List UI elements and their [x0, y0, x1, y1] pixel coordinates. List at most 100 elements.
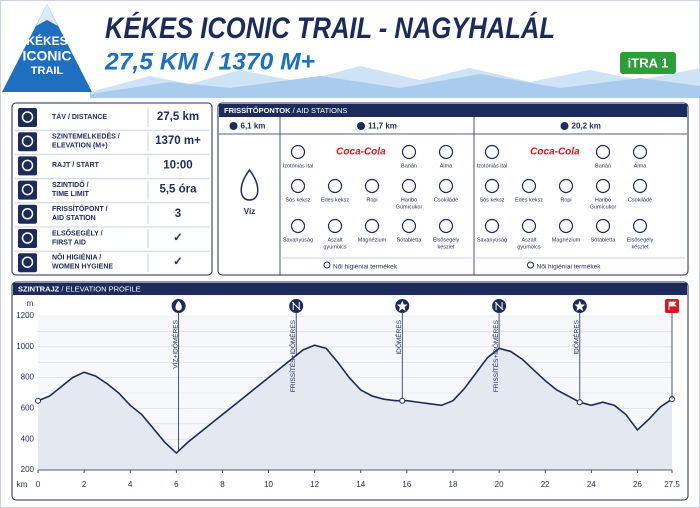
logo-item: Coca-Cola: [530, 147, 580, 158]
info-label: SZINTEMELKEDÉS /: [52, 132, 120, 141]
item-icon: [401, 144, 417, 160]
item-icon: [484, 178, 500, 194]
logo-text: ICONIC: [23, 48, 72, 64]
logo-item: Coca-Cola: [336, 147, 386, 158]
info-value: 5,5 óra: [159, 184, 197, 196]
flag-glyph: [668, 301, 677, 310]
item-label: Savanyúság: [283, 237, 313, 243]
info-label: FRISSÍTŐPONT /: [52, 204, 108, 213]
station-km: 20,2 km: [572, 122, 601, 131]
info-label: WOMEN HYGIENE: [52, 264, 113, 271]
item-label: Ropi: [560, 197, 571, 203]
item-icon: [438, 178, 454, 194]
item-label: Alma: [440, 163, 453, 169]
item-label: Magnézium: [552, 237, 581, 243]
item-icon: [484, 144, 500, 160]
info-icon: [18, 108, 37, 127]
item-icon: [401, 178, 417, 194]
info-icon-glyph: [21, 183, 34, 196]
info-label: TIME LIMIT: [52, 191, 90, 198]
x-tick-label: 6: [174, 480, 179, 489]
item-label: Víz: [244, 207, 256, 216]
item-label: készlet: [631, 244, 649, 250]
item-icon: [632, 144, 648, 160]
x-tick-label: 10: [264, 480, 273, 489]
item-label: Csokiládé: [434, 197, 458, 203]
marker-glyph: [175, 300, 182, 311]
checkpoint-dot: [399, 397, 406, 404]
footer-text: Női higiéniai termékek: [333, 264, 398, 271]
pin-icon: [229, 122, 238, 130]
x-tick-label: 8: [220, 480, 225, 489]
station-km: 6,1 km: [241, 122, 266, 131]
item-icon: [632, 178, 648, 194]
item-label: Banán: [595, 163, 611, 169]
marker-label: FRISSÍTÉS+IDŐMÉRES: [491, 319, 500, 392]
info-panel: [11, 102, 213, 276]
y-tick-label: 400: [21, 434, 35, 443]
info-icon-glyph: [21, 232, 34, 244]
y-tick-label: 800: [21, 373, 35, 382]
mountain-band: [90, 74, 700, 98]
pin-icon: [357, 122, 365, 130]
logo-peak: [36, 4, 58, 26]
item-icon: [595, 144, 611, 160]
item-label: Elsősegély: [433, 237, 460, 243]
x-tick-label: 18: [449, 480, 458, 489]
info-label: TÁV / DISTANCE: [52, 112, 107, 121]
info-label: FIRST AID: [52, 239, 86, 246]
profile-line: [37, 344, 673, 455]
info-value: ✓: [173, 232, 183, 244]
item-icon: [364, 218, 380, 234]
info-icon: [18, 253, 37, 273]
y-axis-label: m: [27, 299, 34, 308]
subtitle: 27,5 KM / 1370 M+: [104, 48, 315, 75]
item-label: Alma: [634, 163, 647, 169]
info-label: SZINTIDŐ /: [52, 180, 89, 189]
item-label: Aszalt: [328, 237, 343, 243]
item-icon: [521, 178, 537, 194]
item-icon: [290, 144, 306, 160]
x-axis-label: km: [17, 480, 28, 489]
pin-icon: [560, 122, 569, 130]
item-label: Elsősegély: [627, 237, 654, 243]
info-icon: [18, 204, 37, 224]
info-icon-glyph: [21, 159, 34, 172]
checkpoint-dot: [576, 399, 583, 406]
info-icon-glyph: [21, 208, 34, 220]
item-label: gyümölcs: [517, 244, 540, 250]
item-icon: [401, 218, 417, 234]
info-value: 27,5 km: [157, 111, 199, 123]
item-label: Magnézium: [358, 237, 387, 243]
x-tick-label: 20: [495, 480, 504, 489]
station-km: 11,7 km: [368, 122, 397, 131]
x-tick-label: 4: [128, 480, 133, 489]
profile-header-text: SZINTRAJZ / ELEVATION PROFILE: [18, 284, 141, 293]
item-label: Sótabletta: [397, 237, 423, 243]
x-tick-label: 24: [587, 480, 596, 489]
item-icon: [521, 218, 537, 234]
info-icon-glyph: [21, 135, 34, 147]
item-icon: [632, 218, 648, 234]
item-label: Sótabletta: [591, 237, 617, 243]
female-icon: [527, 261, 534, 269]
info-value: 1370 m+: [155, 135, 201, 147]
info-icon-glyph: [21, 256, 34, 268]
item-icon: [327, 178, 343, 194]
marker-label: FRISSÍTÉS+IDŐMÉRES: [288, 319, 297, 392]
aid-header: [219, 104, 687, 117]
item-icon: [364, 178, 380, 194]
chart-title: SZINTRAJZ: [18, 284, 60, 293]
item-label: Savanyúság: [477, 237, 507, 243]
logo-triangle: [2, 4, 92, 92]
x-tick-label: 0: [36, 480, 41, 489]
info-label: AID STATION: [52, 215, 96, 222]
info-label: ELEVATION (M+): [52, 143, 108, 150]
info-icon: [18, 132, 37, 152]
logo-text: KÉKES: [26, 33, 67, 48]
x-tick-label: 12: [310, 480, 319, 489]
item-icon: [327, 218, 343, 234]
item-label: Izotóniás ital: [477, 163, 508, 169]
